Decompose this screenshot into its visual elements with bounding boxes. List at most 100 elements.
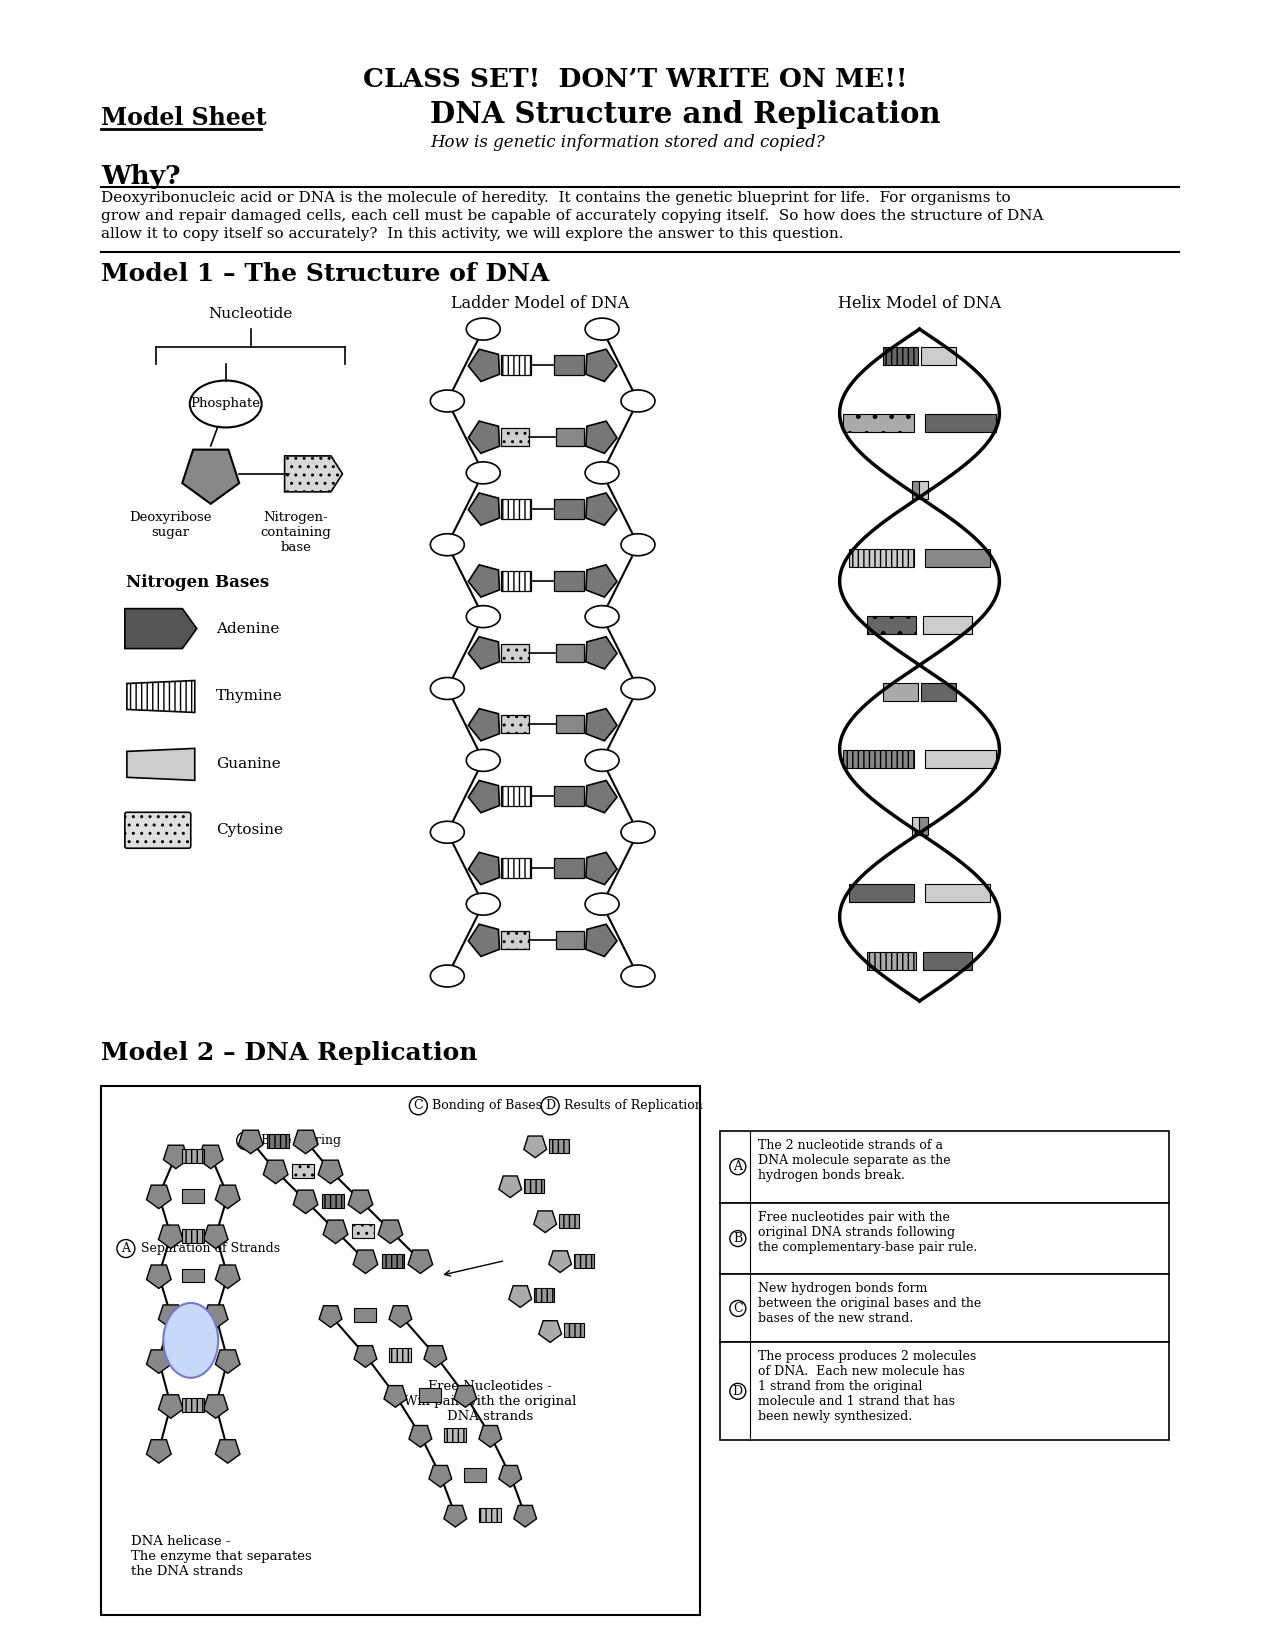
Text: Model Sheet: Model Sheet [101, 107, 266, 130]
Ellipse shape [585, 318, 620, 340]
Bar [182, 1229, 204, 1242]
Bar [354, 1308, 376, 1322]
Polygon shape [215, 1440, 240, 1464]
Text: Thymine: Thymine [215, 690, 283, 703]
Bar [182, 1398, 204, 1412]
Polygon shape [319, 1305, 342, 1327]
Polygon shape [158, 1305, 184, 1328]
Bar [501, 644, 529, 662]
Polygon shape [128, 749, 195, 780]
Ellipse shape [431, 822, 464, 843]
Polygon shape [585, 564, 617, 597]
Text: DNA Structure and Replication: DNA Structure and Replication [431, 101, 941, 129]
Bar [574, 1254, 594, 1267]
Bar [926, 751, 996, 769]
Bar [555, 571, 584, 591]
Bar [479, 1508, 501, 1521]
Ellipse shape [431, 678, 464, 700]
Ellipse shape [585, 893, 620, 916]
Bar [924, 884, 989, 903]
Ellipse shape [467, 462, 500, 483]
Polygon shape [468, 637, 500, 668]
Ellipse shape [237, 1132, 255, 1150]
Text: Model 2 – DNA Replication: Model 2 – DNA Replication [101, 1041, 477, 1064]
Polygon shape [585, 421, 617, 454]
Polygon shape [514, 1505, 537, 1526]
Bar [843, 751, 914, 769]
Ellipse shape [431, 389, 464, 412]
Polygon shape [263, 1160, 288, 1183]
Polygon shape [408, 1251, 432, 1274]
Polygon shape [215, 1266, 240, 1289]
Text: Free nucleotides pair with the
original DNA strands following
the complementary-: Free nucleotides pair with the original … [757, 1211, 977, 1254]
Bar [501, 427, 529, 446]
Bar [720, 1274, 1169, 1343]
Bar [912, 817, 921, 835]
Bar [556, 716, 584, 733]
Bar [501, 498, 532, 518]
Bar [444, 1429, 467, 1442]
Polygon shape [585, 924, 617, 957]
Polygon shape [468, 493, 500, 525]
Text: Nitrogen Bases: Nitrogen Bases [126, 574, 269, 591]
Polygon shape [468, 421, 500, 454]
Bar [867, 952, 915, 970]
Ellipse shape [467, 318, 500, 340]
Bar [182, 1353, 204, 1368]
Bar [182, 1188, 204, 1203]
Polygon shape [499, 1176, 521, 1198]
Ellipse shape [585, 606, 620, 627]
Polygon shape [468, 780, 500, 813]
Polygon shape [585, 853, 617, 884]
Polygon shape [348, 1190, 372, 1214]
Bar [182, 1269, 204, 1282]
Bar [501, 931, 529, 949]
Polygon shape [353, 1251, 377, 1274]
Polygon shape [163, 1145, 189, 1168]
Bar [323, 1193, 344, 1208]
Text: A: A [733, 1160, 742, 1173]
Polygon shape [444, 1505, 467, 1526]
Bar [556, 644, 584, 662]
Polygon shape [182, 450, 240, 503]
Text: The process produces 2 molecules
of DNA.  Each new molecule has
1 strand from th: The process produces 2 molecules of DNA.… [757, 1350, 977, 1424]
Bar [918, 817, 927, 835]
Polygon shape [293, 1130, 317, 1153]
Text: Separation of Strands: Separation of Strands [140, 1242, 280, 1256]
Polygon shape [147, 1266, 171, 1289]
Polygon shape [379, 1219, 403, 1244]
Text: Nucleotide: Nucleotide [209, 307, 293, 322]
Text: allow it to copy itself so accurately?  In this activity, we will explore the an: allow it to copy itself so accurately? I… [101, 228, 844, 241]
Text: C: C [733, 1302, 742, 1315]
Bar [382, 1254, 404, 1267]
Bar [555, 787, 584, 807]
Polygon shape [585, 493, 617, 525]
Ellipse shape [621, 678, 655, 700]
Ellipse shape [117, 1239, 135, 1257]
Ellipse shape [431, 965, 464, 987]
Bar [389, 1348, 412, 1363]
Polygon shape [125, 609, 196, 648]
Bar [182, 1308, 204, 1322]
Polygon shape [468, 924, 500, 957]
Ellipse shape [729, 1383, 746, 1399]
Bar [884, 683, 918, 701]
Polygon shape [323, 1219, 348, 1244]
Text: Deoxyribose
sugar: Deoxyribose sugar [130, 512, 212, 540]
Text: Why?: Why? [101, 165, 181, 190]
Polygon shape [158, 1394, 184, 1419]
Polygon shape [468, 853, 500, 884]
Bar [884, 346, 918, 365]
Bar [292, 1163, 314, 1178]
Polygon shape [468, 564, 500, 597]
Ellipse shape [729, 1158, 746, 1175]
Bar [922, 683, 956, 701]
FancyBboxPatch shape [125, 812, 191, 848]
Polygon shape [284, 455, 343, 492]
Text: DNA helicase -
The enzyme that separates
the DNA strands: DNA helicase - The enzyme that separates… [131, 1534, 311, 1577]
Text: B: B [733, 1233, 742, 1246]
Bar [501, 571, 532, 591]
Text: C: C [413, 1099, 423, 1112]
Bar [101, 1086, 700, 1615]
Text: CLASS SET!  DON’T WRITE ON ME!!: CLASS SET! DON’T WRITE ON ME!! [363, 66, 908, 91]
